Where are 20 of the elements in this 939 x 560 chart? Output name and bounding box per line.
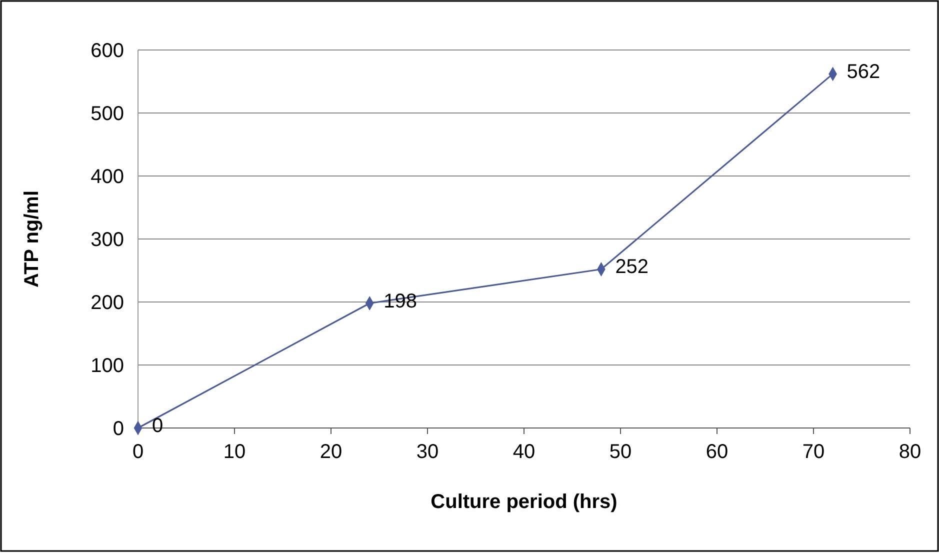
x-tick-label: 30 <box>416 441 439 463</box>
x-axis-title: Culture period (hrs) <box>430 491 618 513</box>
y-tick-label: 600 <box>90 40 124 62</box>
x-tick-label: 50 <box>609 441 632 463</box>
x-tick-label: 80 <box>898 441 922 463</box>
y-tick-label: 400 <box>90 166 124 188</box>
data-label: 562 <box>846 60 880 83</box>
y-tick-label: 0 <box>112 418 124 440</box>
y-tick-label: 300 <box>90 229 124 251</box>
y-axis-title: ATP ng/ml <box>21 190 43 288</box>
x-tick-label: 70 <box>802 441 825 463</box>
y-tick-label: 100 <box>90 355 124 377</box>
y-tick-label: 200 <box>90 292 124 314</box>
x-tick-label: 60 <box>706 441 728 463</box>
x-tick-label: 40 <box>512 441 536 463</box>
y-tick-label: 500 <box>90 103 124 125</box>
x-tick-label: 20 <box>320 441 342 463</box>
x-tick-label: 10 <box>223 441 246 463</box>
x-tick-label: 0 <box>132 441 144 463</box>
data-label: 252 <box>615 256 649 278</box>
